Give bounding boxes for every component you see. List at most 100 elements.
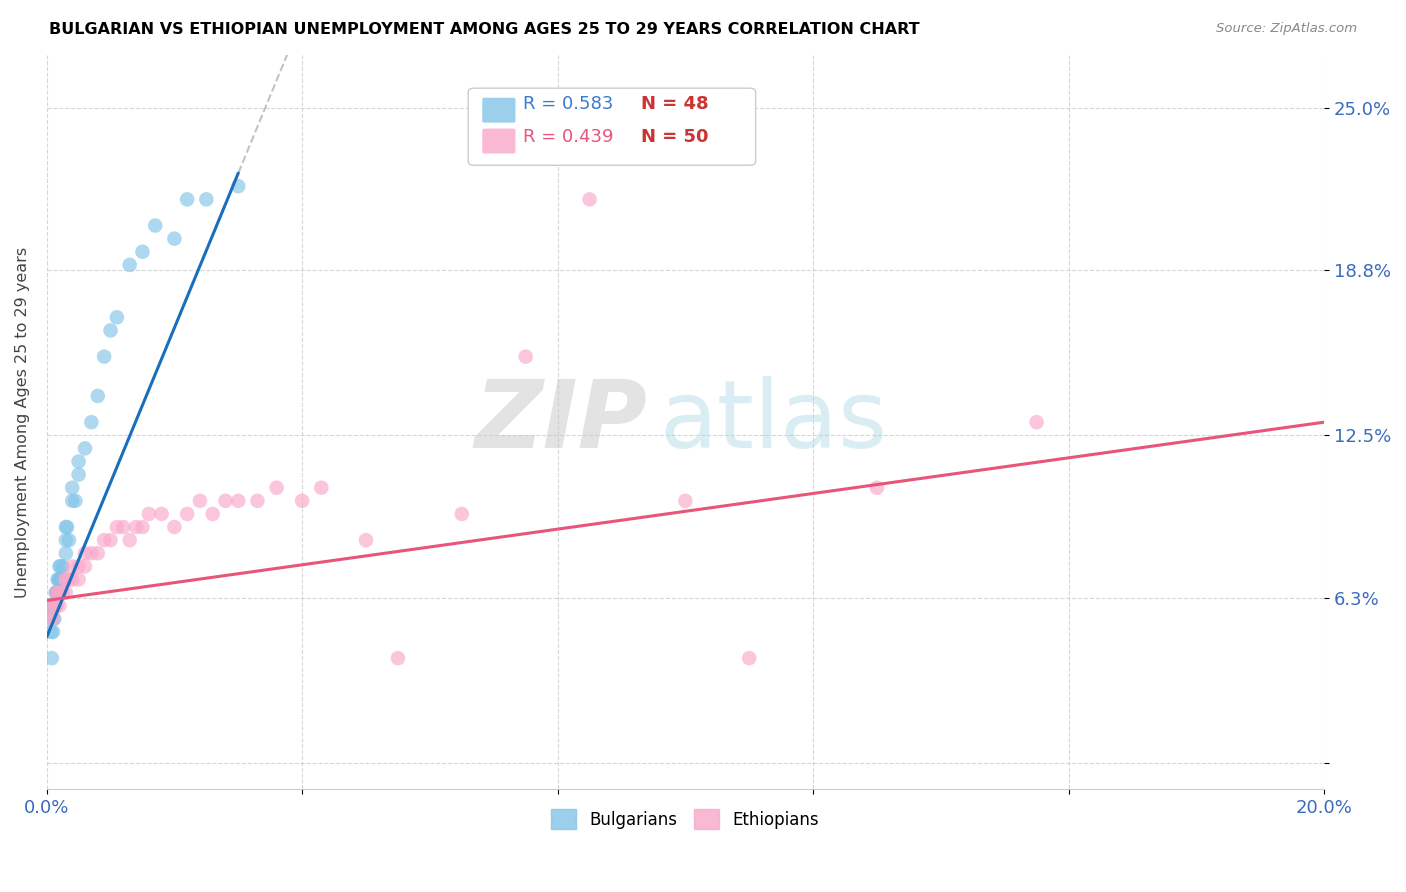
- Point: [143, 219, 166, 233]
- Point: [112, 520, 135, 534]
- Point: [55, 546, 77, 560]
- Point: [138, 507, 160, 521]
- Point: [45, 585, 67, 599]
- Point: [39, 624, 62, 639]
- Point: [93, 350, 115, 364]
- Y-axis label: Unemployment Among Ages 25 to 29 years: Unemployment Among Ages 25 to 29 years: [15, 246, 30, 598]
- Point: [163, 232, 186, 246]
- Point: [45, 585, 67, 599]
- Point: [125, 520, 148, 534]
- Point: [42, 599, 65, 613]
- Point: [1025, 415, 1047, 429]
- Point: [38, 599, 60, 613]
- Point: [55, 520, 77, 534]
- Point: [738, 651, 761, 665]
- Text: ZIP: ZIP: [474, 376, 647, 468]
- Point: [67, 573, 90, 587]
- Point: [80, 415, 103, 429]
- Point: [48, 585, 70, 599]
- Point: [673, 493, 696, 508]
- Point: [515, 350, 537, 364]
- Point: [866, 481, 889, 495]
- Point: [214, 493, 236, 508]
- Point: [73, 546, 96, 560]
- Point: [201, 507, 224, 521]
- Point: [49, 559, 72, 574]
- Point: [150, 507, 173, 521]
- Point: [93, 533, 115, 548]
- Point: [60, 481, 83, 495]
- Legend: Bulgarians, Ethiopians: Bulgarians, Ethiopians: [544, 802, 825, 836]
- Point: [45, 599, 67, 613]
- Text: R = 0.439: R = 0.439: [523, 128, 613, 146]
- Text: atlas: atlas: [659, 376, 889, 468]
- Text: BULGARIAN VS ETHIOPIAN UNEMPLOYMENT AMONG AGES 25 TO 29 YEARS CORRELATION CHART: BULGARIAN VS ETHIOPIAN UNEMPLOYMENT AMON…: [49, 22, 920, 37]
- Point: [45, 585, 67, 599]
- Point: [131, 520, 153, 534]
- Point: [42, 612, 65, 626]
- Point: [48, 573, 70, 587]
- Text: Source: ZipAtlas.com: Source: ZipAtlas.com: [1216, 22, 1357, 36]
- Point: [55, 573, 77, 587]
- Point: [195, 192, 218, 206]
- Point: [56, 520, 79, 534]
- Point: [188, 493, 211, 508]
- Point: [44, 599, 66, 613]
- Point: [48, 585, 70, 599]
- Point: [87, 389, 110, 403]
- Point: [60, 573, 83, 587]
- Point: [387, 651, 409, 665]
- Point: [55, 533, 77, 548]
- Point: [42, 599, 65, 613]
- Point: [176, 507, 198, 521]
- Point: [48, 559, 70, 574]
- Point: [41, 651, 63, 665]
- Point: [118, 258, 141, 272]
- Point: [450, 507, 472, 521]
- Point: [44, 612, 66, 626]
- Point: [226, 179, 249, 194]
- Point: [246, 493, 269, 508]
- Point: [118, 533, 141, 548]
- Point: [67, 467, 90, 482]
- Point: [46, 585, 69, 599]
- Point: [105, 310, 128, 325]
- Point: [48, 573, 70, 587]
- FancyBboxPatch shape: [468, 88, 755, 165]
- Point: [48, 573, 70, 587]
- Point: [266, 481, 288, 495]
- Point: [58, 573, 80, 587]
- Point: [60, 493, 83, 508]
- Point: [73, 442, 96, 456]
- Point: [38, 612, 60, 626]
- Point: [60, 559, 83, 574]
- Point: [65, 493, 87, 508]
- Text: R = 0.583: R = 0.583: [523, 95, 613, 113]
- Point: [42, 624, 65, 639]
- Point: [67, 454, 90, 468]
- Point: [48, 585, 70, 599]
- Point: [131, 244, 153, 259]
- Text: N = 48: N = 48: [641, 95, 709, 113]
- Point: [87, 546, 110, 560]
- Point: [311, 481, 333, 495]
- Point: [42, 612, 65, 626]
- Point: [73, 559, 96, 574]
- Point: [55, 573, 77, 587]
- Point: [44, 599, 66, 613]
- Point: [48, 599, 70, 613]
- Point: [58, 533, 80, 548]
- Point: [46, 573, 69, 587]
- Point: [51, 573, 73, 587]
- Point: [45, 585, 67, 599]
- Point: [80, 546, 103, 560]
- Point: [55, 585, 77, 599]
- Point: [176, 192, 198, 206]
- Text: N = 50: N = 50: [641, 128, 709, 146]
- Point: [100, 323, 122, 337]
- Point: [67, 559, 90, 574]
- Point: [42, 599, 65, 613]
- Point: [45, 599, 67, 613]
- Point: [38, 612, 60, 626]
- Point: [100, 533, 122, 548]
